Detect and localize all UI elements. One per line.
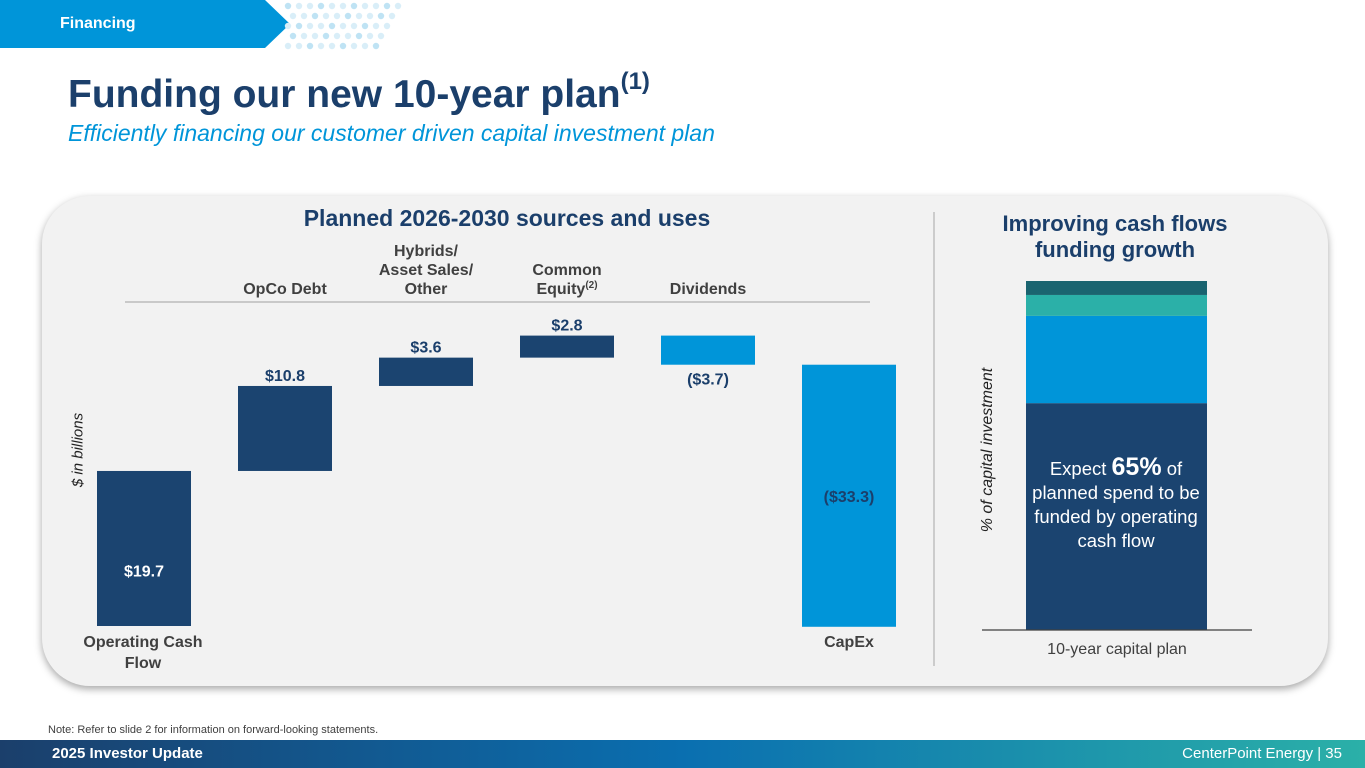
waterfall-top-label-footnote-3: (2) [585, 280, 597, 291]
annotation-prefix: Expect [1049, 458, 1112, 479]
decor-dot [295, 22, 303, 30]
decor-dot [377, 32, 385, 40]
section-tag [0, 0, 290, 48]
waterfall-bottom-label-0: Operating Cash [83, 634, 202, 651]
decor-dot [322, 32, 330, 40]
page-subtitle: Efficiently financing our customer drive… [68, 120, 715, 146]
decor-dot [317, 42, 325, 50]
waterfall-bar-3 [520, 335, 614, 358]
decor-dot [355, 32, 363, 40]
waterfall-bar-5 [802, 364, 896, 627]
decor-dot [366, 32, 374, 40]
decor-dot [372, 42, 380, 50]
stacked-segment-0 [1026, 403, 1207, 630]
decor-dot [350, 2, 358, 10]
decor-dot [344, 32, 352, 40]
page-title: Funding our new 10-year plan(1) [68, 68, 650, 117]
decor-dot [377, 12, 385, 20]
waterfall-bar-1 [238, 385, 332, 471]
waterfall-bar-2 [379, 357, 473, 386]
waterfall-bar-4 [661, 335, 755, 365]
cashflow-annotation: Expect 65% of planned spend to be funded… [1030, 455, 1202, 553]
decor-dot [372, 2, 380, 10]
decor-dot [306, 42, 314, 50]
waterfall-value-label-4: ($3.7) [687, 372, 729, 389]
decor-dot [361, 22, 369, 30]
stacked-segment-3 [1026, 281, 1207, 295]
decor-dot [355, 12, 363, 20]
cashflow-y-axis-label: % of capital investment [979, 367, 996, 533]
waterfall-top-label-2: Hybrids/ [394, 243, 459, 260]
decor-dot [284, 42, 292, 50]
stacked-segment-2 [1026, 294, 1207, 316]
decor-dot [333, 32, 341, 40]
waterfall-value-label-0: $19.7 [124, 563, 164, 580]
decor-dot [383, 2, 391, 10]
cashflow-chart-title: Improving cash flows funding growth [1002, 211, 1228, 262]
decor-dot [339, 42, 347, 50]
decor-dot [311, 12, 319, 20]
waterfall-top-label-1: OpCo Debt [243, 281, 327, 298]
waterfall-value-label-3: $2.8 [551, 318, 582, 335]
footnote: Note: Refer to slide 2 for information o… [48, 724, 379, 736]
decor-dot [361, 2, 369, 10]
decor-dot [295, 2, 303, 10]
decor-dot [289, 32, 297, 40]
decor-dot [311, 32, 319, 40]
page-title-text: Funding our new 10-year plan [68, 73, 621, 116]
decor-dot [322, 12, 330, 20]
waterfall-bar-0 [97, 470, 191, 626]
decor-dot [300, 12, 308, 20]
footer-event: 2025 Investor Update [52, 745, 203, 762]
decor-dot [388, 12, 396, 20]
decor-dot [339, 2, 347, 10]
waterfall-top-label-4: Dividends [670, 281, 747, 298]
decor-dot [317, 22, 325, 30]
section-tag-label: Financing [60, 15, 136, 32]
annotation-highlight: 65% [1111, 453, 1162, 481]
waterfall-title: Planned 2026-2030 sources and uses [304, 205, 711, 231]
stacked-segment-1 [1026, 315, 1207, 404]
waterfall-top-label-3: Equity(2) [536, 280, 597, 298]
decor-dot [328, 2, 336, 10]
decor-dot [372, 22, 380, 30]
waterfall-top-label-2: Asset Sales/ [379, 262, 474, 279]
decor-dot [328, 42, 336, 50]
decor-dot [284, 22, 292, 30]
decor-dot [366, 12, 374, 20]
decor-dot [317, 2, 325, 10]
waterfall-top-label-3: Common [532, 262, 601, 279]
decor-dot [306, 22, 314, 30]
decor-dot [344, 12, 352, 20]
annotation-suffix: of planned spend to be funded by operati… [1032, 458, 1200, 551]
decorative-dots [284, 2, 402, 50]
waterfall-top-label-2: Other [405, 281, 448, 298]
decor-dot [339, 22, 347, 30]
decor-dot [333, 12, 341, 20]
cashflow-x-axis-label: 10-year capital plan [1047, 641, 1187, 658]
decor-dot [394, 2, 402, 10]
decor-dot [306, 2, 314, 10]
waterfall-bottom-label-5: CapEx [824, 634, 874, 651]
footer-company-page: CenterPoint Energy | 35 [1182, 745, 1342, 762]
decor-dot [300, 32, 308, 40]
decor-dot [350, 42, 358, 50]
waterfall-y-axis-label: $ in billions [69, 412, 87, 488]
decor-dot [361, 42, 369, 50]
waterfall-bottom-label-0: Flow [125, 655, 162, 672]
decor-dot [284, 2, 292, 10]
decor-dot [295, 42, 303, 50]
decor-dot [328, 22, 336, 30]
title-footnote: (1) [620, 68, 650, 95]
waterfall-value-label-1: $10.8 [265, 368, 305, 385]
decor-dot [289, 12, 297, 20]
waterfall-value-label-2: $3.6 [410, 340, 441, 357]
decor-dot [383, 22, 391, 30]
waterfall-value-label-5: ($33.3) [824, 489, 875, 506]
footer-bar [0, 740, 1365, 768]
decor-dot [350, 22, 358, 30]
